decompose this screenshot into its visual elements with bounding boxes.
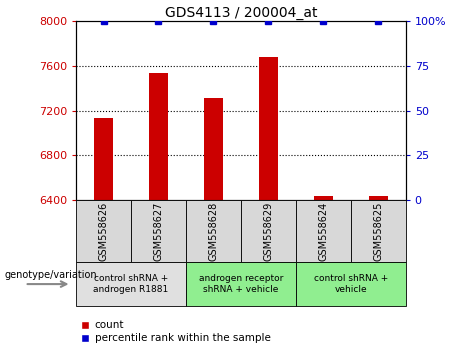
Bar: [76, 200, 131, 262]
Title: GDS4113 / 200004_at: GDS4113 / 200004_at: [165, 6, 317, 20]
Bar: [149, 73, 168, 200]
Text: control shRNA +
vehicle: control shRNA + vehicle: [313, 274, 388, 294]
Bar: [351, 200, 406, 262]
Bar: [241, 200, 296, 262]
Text: GSM558628: GSM558628: [208, 202, 219, 261]
Text: GSM558625: GSM558625: [373, 202, 383, 261]
Bar: [259, 57, 278, 200]
Bar: [186, 262, 296, 306]
Text: androgen receptor
shRNA + vehicle: androgen receptor shRNA + vehicle: [199, 274, 283, 294]
Text: control shRNA +
androgen R1881: control shRNA + androgen R1881: [94, 274, 169, 294]
Text: GSM558624: GSM558624: [318, 202, 328, 261]
Text: GSM558626: GSM558626: [99, 202, 108, 261]
Bar: [186, 200, 241, 262]
Bar: [76, 262, 186, 306]
Text: genotype/variation: genotype/variation: [5, 270, 97, 280]
Text: GSM558627: GSM558627: [154, 202, 164, 261]
Bar: [313, 196, 333, 200]
Bar: [369, 196, 388, 200]
Text: GSM558629: GSM558629: [263, 202, 273, 261]
Bar: [131, 200, 186, 262]
Bar: [296, 200, 351, 262]
Bar: [204, 98, 223, 200]
Bar: [296, 262, 406, 306]
Bar: [94, 119, 113, 200]
Legend: count, percentile rank within the sample: count, percentile rank within the sample: [81, 320, 271, 343]
